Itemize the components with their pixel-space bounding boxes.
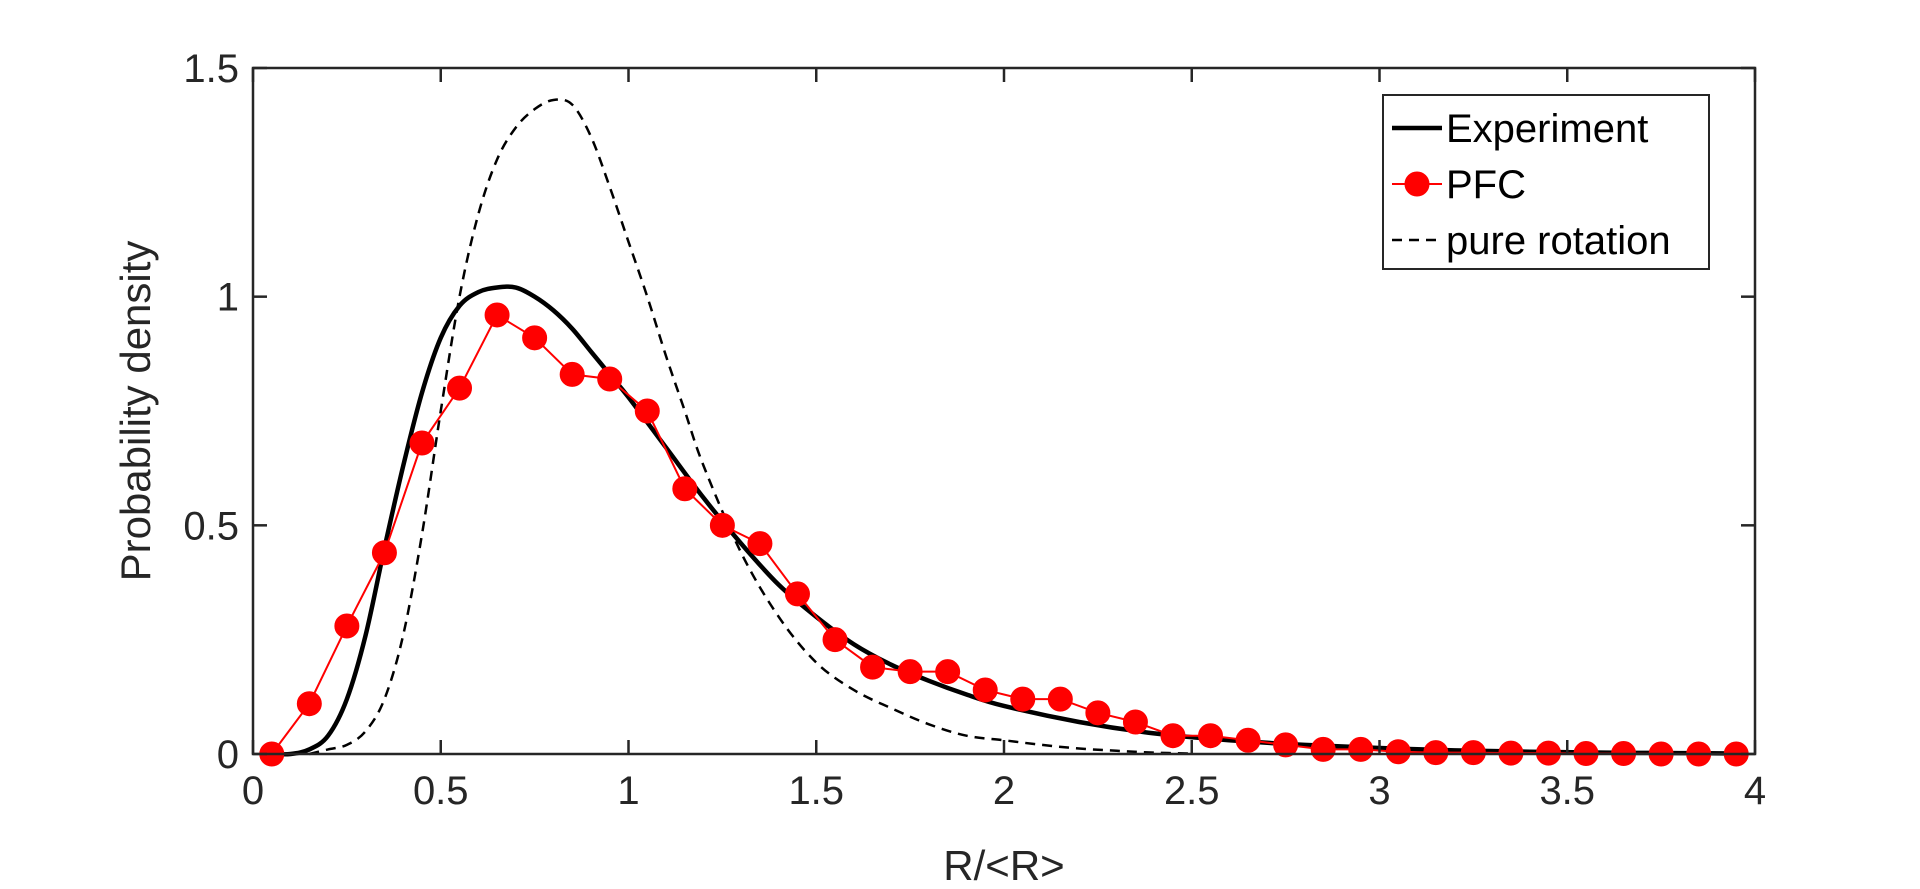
series-marker-pfc: [597, 366, 623, 392]
series-marker-pfc: [1310, 736, 1336, 762]
series-marker-pfc: [822, 627, 848, 653]
x-tick-label: 0.5: [413, 769, 469, 813]
series-marker-pfc: [371, 540, 397, 566]
series-marker-pfc: [1047, 686, 1073, 712]
x-tick-label: 0: [242, 769, 264, 813]
legend: Experiment PFC pure rotation: [1382, 94, 1710, 270]
series-marker-pfc: [1385, 739, 1411, 765]
series-marker-pfc: [897, 659, 923, 685]
x-tick-label: 2.5: [1164, 769, 1220, 813]
series-marker-pfc: [1160, 723, 1186, 749]
series-marker-pfc: [1235, 727, 1261, 753]
x-axis-label: R/<R>: [943, 842, 1064, 889]
series-marker-pfc: [1085, 700, 1111, 726]
series-marker-pfc: [972, 677, 998, 703]
series-marker-pfc: [634, 398, 660, 424]
series-marker-pfc: [409, 430, 435, 456]
series-marker-pfc: [447, 375, 473, 401]
series-marker-pfc: [1122, 709, 1148, 735]
legend-label-pfc: PFC: [1446, 163, 1526, 207]
series-marker-pfc: [784, 581, 810, 607]
series-line-pure-rotation: [309, 98, 1192, 756]
legend-marker-pfc: [1404, 171, 1430, 197]
series-marker-pfc: [747, 531, 773, 557]
series-marker-pfc: [1273, 732, 1299, 758]
x-tick-label: 4: [1744, 769, 1766, 813]
series-marker-pfc: [672, 476, 698, 502]
legend-label-pure-rotation: pure rotation: [1446, 219, 1671, 263]
y-tick-label: 0: [217, 733, 239, 777]
series-marker-pfc: [1460, 740, 1486, 766]
series-marker-pfc: [709, 512, 735, 538]
series-marker-pfc: [1010, 686, 1036, 712]
x-tick-label: 2: [993, 769, 1015, 813]
x-tick-label: 1: [617, 769, 639, 813]
x-tick-label: 1.5: [788, 769, 844, 813]
series-marker-pfc: [860, 654, 886, 680]
x-tick-label: 3: [1368, 769, 1390, 813]
series-marker-pfc: [935, 659, 961, 685]
legend-label-experiment: Experiment: [1446, 107, 1648, 151]
x-tick-label: 3.5: [1539, 769, 1595, 813]
series-marker-pfc: [522, 325, 548, 351]
series-marker-pfc: [334, 613, 360, 639]
series-marker-pfc: [1348, 736, 1374, 762]
legend-box: [1382, 94, 1710, 270]
plot-frame: [251, 66, 1757, 756]
series-marker-pfc: [1198, 723, 1224, 749]
y-tick-label: 0.5: [183, 504, 239, 548]
series-marker-pfc: [296, 691, 322, 717]
y-axis-label: Probability density: [112, 241, 159, 582]
y-tick-label: 1: [217, 276, 239, 320]
series-marker-pfc: [559, 361, 585, 387]
series-marker-pfc: [484, 302, 510, 328]
y-tick-label: 1.5: [183, 47, 239, 91]
series-marker-pfc: [1423, 740, 1449, 766]
